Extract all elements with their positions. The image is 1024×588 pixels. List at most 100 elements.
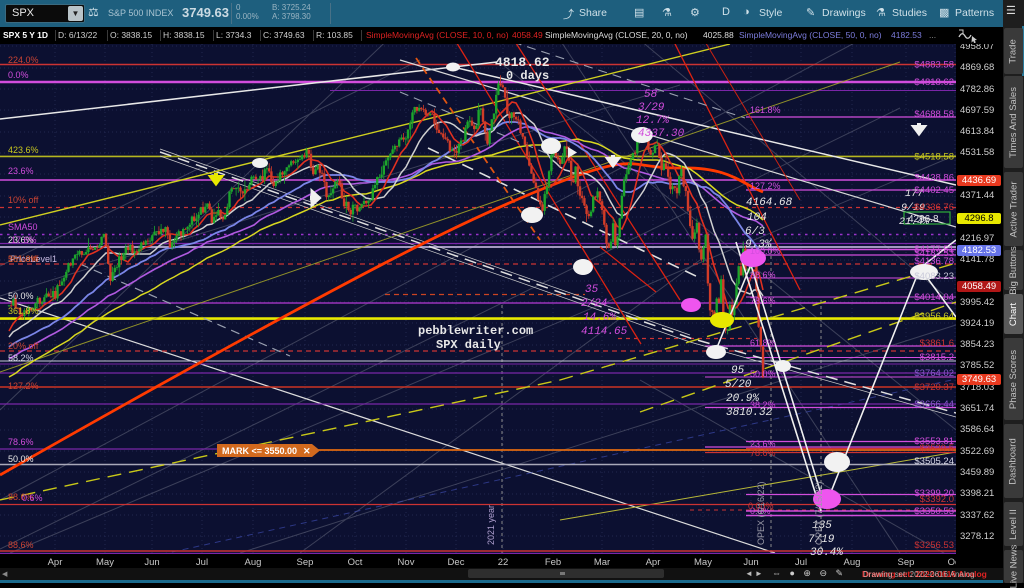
svg-text:Feb: Feb	[545, 557, 561, 568]
svg-text:23.6%: 23.6%	[8, 166, 34, 176]
svg-text:Jun: Jun	[144, 557, 159, 568]
svg-text:0.00%: 0.00%	[748, 501, 774, 511]
svg-text:2021 year: 2021 year	[486, 505, 496, 545]
svg-text:161.8%: 161.8%	[750, 105, 781, 115]
svg-text:Apr: Apr	[646, 557, 661, 568]
svg-text:Dec: Dec	[448, 557, 465, 568]
svg-text:$4083.23: $4083.23	[914, 271, 954, 282]
svg-text:61.8%: 61.8%	[750, 338, 776, 348]
svg-text:Jun: Jun	[743, 557, 758, 568]
svg-text:Sep: Sep	[898, 557, 915, 568]
svg-text:3/29: 3/29	[638, 102, 665, 114]
svg-text:Nov: Nov	[398, 557, 415, 568]
svg-text:$3666.44: $3666.44	[914, 399, 954, 410]
svg-text:$3720.37: $3720.37	[914, 382, 954, 393]
svg-text:0.0%: 0.0%	[8, 70, 29, 80]
svg-text:0.0%: 0.0%	[750, 506, 771, 516]
svg-text:0.6%: 0.6%	[22, 493, 43, 503]
svg-text:May: May	[96, 557, 114, 568]
svg-text:100.0%: 100.0%	[750, 246, 781, 256]
svg-text:14.6%: 14.6%	[583, 312, 617, 324]
svg-text:MARK <= 3550.00: MARK <= 3550.00	[222, 446, 297, 456]
svg-text:50.0%: 50.0%	[8, 454, 34, 464]
svg-text:May: May	[694, 557, 712, 568]
svg-text:135: 135	[812, 520, 832, 532]
svg-text:OPEX (7/15/22): OPEX (7/15/22)	[814, 481, 824, 545]
svg-text:224.0%: 224.0%	[8, 55, 39, 65]
svg-text:4164.68: 4164.68	[746, 197, 793, 209]
svg-text:✕: ✕	[303, 446, 311, 456]
svg-text:5/20: 5/20	[725, 379, 752, 391]
svg-text:$4883.58: $4883.58	[914, 60, 954, 71]
svg-text:177: 177	[905, 189, 923, 200]
svg-text:4296.8: 4296.8	[908, 214, 939, 225]
svg-text:58.2%: 58.2%	[8, 353, 34, 363]
svg-text:SPX daily: SPX daily	[436, 338, 501, 352]
svg-text:78.6%: 78.6%	[750, 296, 776, 306]
svg-text:4818.62: 4818.62	[495, 55, 550, 70]
svg-text:50.0%: 50.0%	[8, 291, 34, 301]
svg-text:127.2%: 127.2%	[8, 381, 39, 391]
svg-text:$4336.76: $4336.76	[914, 202, 954, 213]
svg-text:23.6%: 23.6%	[8, 235, 34, 245]
svg-text:20.9%: 20.9%	[726, 393, 760, 405]
svg-text:35: 35	[585, 284, 599, 296]
svg-text:261.8%: 261.8%	[8, 254, 39, 264]
svg-text:88.6%: 88.6%	[8, 492, 34, 502]
svg-text:$4177.51: $4177.51	[914, 244, 954, 255]
svg-text:4337.30: 4337.30	[638, 128, 685, 140]
svg-text:0 days: 0 days	[506, 69, 549, 83]
svg-text:Aug: Aug	[844, 557, 861, 568]
svg-text:2/24: 2/24	[581, 298, 607, 310]
svg-text:Oct: Oct	[948, 557, 956, 568]
svg-text:$4438.86: $4438.86	[914, 173, 954, 184]
svg-text:$3529.5: $3529.5	[920, 443, 954, 454]
svg-text:$3392.0: $3392.0	[920, 494, 954, 505]
svg-text:SMA50: SMA50	[8, 222, 38, 232]
svg-text:$3815.2: $3815.2	[920, 352, 954, 363]
svg-text:$4688.58: $4688.58	[914, 109, 954, 120]
svg-text:$4402.45: $4402.45	[914, 185, 954, 196]
svg-text:78.6%: 78.6%	[8, 437, 34, 447]
svg-text:Mar: Mar	[594, 557, 610, 568]
svg-text:22: 22	[498, 557, 509, 568]
svg-text:PriceLevel1: PriceLevel1	[10, 254, 57, 264]
svg-text:50% off: 50% off	[8, 254, 39, 264]
svg-text:38.2%: 38.2%	[750, 400, 776, 410]
svg-text:$4182.53: $4182.53	[914, 248, 954, 259]
svg-text:127.2%: 127.2%	[750, 181, 781, 191]
svg-text:pebblewriter.com: pebblewriter.com	[418, 324, 533, 338]
svg-text:$4136.78: $4136.78	[914, 256, 954, 267]
svg-text:20% off: 20% off	[8, 341, 39, 351]
svg-text:$3505.24: $3505.24	[914, 456, 954, 467]
svg-text:$3861.6: $3861.6	[920, 338, 954, 349]
svg-text:21.4%: 21.4%	[899, 217, 930, 228]
svg-text:$4014.04: $4014.04	[914, 292, 954, 303]
svg-text:12.7%: 12.7%	[636, 115, 670, 127]
svg-text:23.6%: 23.6%	[750, 439, 776, 449]
svg-text:$4518.58: $4518.58	[914, 151, 954, 162]
svg-text:$3553.81: $3553.81	[914, 436, 954, 447]
svg-text:OPEX (6/16/22): OPEX (6/16/22)	[756, 481, 766, 545]
svg-text:Jul: Jul	[795, 557, 807, 568]
svg-text:78.6%: 78.6%	[750, 448, 776, 458]
svg-text:104: 104	[747, 212, 767, 224]
svg-text:10% off: 10% off	[8, 195, 39, 205]
svg-text:$4818.62: $4818.62	[914, 77, 954, 88]
svg-text:58: 58	[644, 89, 658, 101]
svg-text:88.6%: 88.6%	[8, 540, 34, 550]
svg-text:7/19: 7/19	[808, 534, 835, 546]
svg-text:Oct: Oct	[348, 557, 363, 568]
svg-text:88.6%: 88.6%	[750, 270, 776, 280]
svg-text:9/19: 9/19	[901, 202, 925, 214]
svg-text:Apr: Apr	[48, 557, 63, 568]
svg-text:Sep: Sep	[297, 557, 314, 568]
svg-text:$3350.53: $3350.53	[914, 506, 954, 517]
svg-text:30.4%: 30.4%	[810, 547, 844, 559]
svg-text:17.6%: 17.6%	[11, 235, 37, 245]
svg-text:Jul: Jul	[196, 557, 208, 568]
svg-text:95: 95	[731, 365, 745, 377]
svg-text:9.3%: 9.3%	[745, 239, 773, 251]
svg-text:$3764.02: $3764.02	[914, 368, 954, 379]
svg-text:50.0%: 50.0%	[750, 369, 776, 379]
